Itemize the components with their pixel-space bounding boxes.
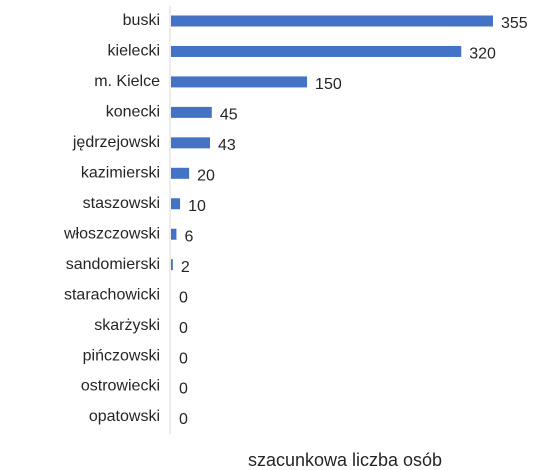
y-tick-label: opatowski — [89, 408, 160, 425]
data-label: 6 — [184, 228, 193, 245]
y-tick-label: sandomierski — [66, 256, 160, 273]
x-axis-label: szacunkowa liczba osób — [248, 450, 442, 470]
y-tick-label: buski — [123, 12, 160, 29]
data-label: 20 — [197, 168, 215, 185]
data-label: 45 — [220, 107, 238, 124]
data-label: 2 — [181, 259, 190, 276]
bar — [171, 106, 212, 118]
bar — [171, 228, 177, 240]
y-tick-label: staszowski — [83, 195, 160, 212]
y-tick-label: starachowicki — [64, 286, 160, 303]
data-label: 0 — [179, 411, 188, 428]
data-label: 43 — [218, 137, 236, 154]
bar — [171, 76, 308, 88]
bar — [171, 15, 493, 27]
bar — [171, 137, 211, 149]
y-tick-label: kazimierski — [81, 165, 160, 182]
y-tick-label: ostrowiecki — [81, 378, 160, 395]
bar — [171, 259, 173, 271]
data-label: 0 — [179, 289, 188, 306]
y-tick-label: konecki — [106, 104, 160, 121]
data-label: 0 — [179, 320, 188, 337]
bar — [171, 45, 462, 57]
y-tick-label: włoszczowski — [63, 225, 160, 242]
data-label: 0 — [179, 350, 188, 367]
data-label: 150 — [315, 76, 342, 93]
data-label: 320 — [469, 46, 496, 63]
y-tick-label: skarżyski — [94, 317, 160, 334]
y-tick-label: jędrzejowski — [72, 134, 160, 151]
data-label: 355 — [501, 15, 528, 32]
y-tick-label: m. Kielce — [94, 73, 160, 90]
data-label: 0 — [179, 381, 188, 398]
y-tick-label: kielecki — [108, 43, 160, 60]
bar — [171, 167, 190, 179]
data-label: 10 — [188, 198, 206, 215]
y-tick-label: pińczowski — [83, 347, 160, 364]
bar — [171, 198, 181, 210]
